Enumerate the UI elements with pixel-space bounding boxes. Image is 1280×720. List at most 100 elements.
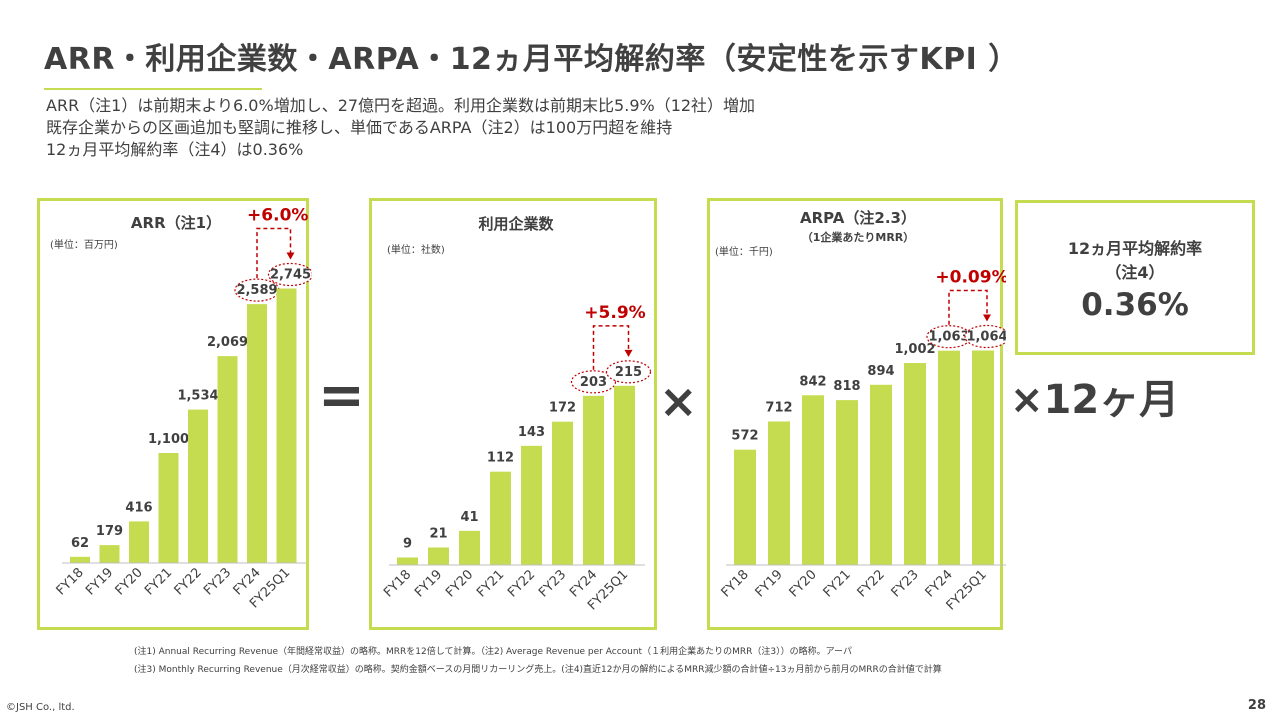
data-label: 21 bbox=[429, 527, 447, 542]
growth-bracket bbox=[948, 289, 988, 325]
chart-svg: ARPA（注2.3） （1企業あたりMRR） (単位：千円) 572 FY18 712 FY… bbox=[715, 209, 1006, 614]
data-label: 112 bbox=[487, 451, 514, 466]
tick-label: FY18 bbox=[381, 567, 414, 600]
data-label: 2,589 bbox=[236, 283, 277, 298]
times-operator: × bbox=[659, 374, 698, 428]
bar bbox=[972, 350, 994, 565]
tick-label: FY20 bbox=[113, 565, 146, 598]
tick-label: FY21 bbox=[821, 567, 854, 600]
tick-label: FY23 bbox=[536, 567, 569, 600]
tick-label: FY19 bbox=[753, 567, 786, 600]
highlight-ring bbox=[964, 324, 1006, 349]
copyright: ©JSH Co., ltd. bbox=[6, 702, 75, 713]
growth-label: +0.09% bbox=[935, 267, 1006, 287]
data-label: 2,069 bbox=[207, 335, 248, 350]
bar bbox=[99, 545, 120, 563]
data-label: 1,534 bbox=[177, 389, 218, 404]
summary-line: 12ヵ月平均解約率（注4）は0.36% bbox=[46, 140, 304, 159]
bar bbox=[428, 547, 449, 565]
tick-label: FY18 bbox=[54, 565, 87, 598]
kpi-note: （注4） bbox=[1105, 263, 1165, 282]
data-label: 842 bbox=[799, 374, 826, 389]
bar bbox=[276, 288, 297, 563]
bar bbox=[904, 362, 926, 565]
bar bbox=[734, 449, 756, 565]
bar bbox=[870, 384, 892, 565]
bar bbox=[938, 350, 960, 565]
bar bbox=[217, 356, 238, 563]
tick-label: FY22 bbox=[855, 567, 888, 600]
bar bbox=[158, 453, 179, 563]
footnote: (注3) Monthly Recurring Revenue（月次経常収益）の略… bbox=[134, 665, 942, 675]
churn-rate-kpi-box: 12ヵ月平均解約率 （注4） 0.36% bbox=[1015, 200, 1255, 355]
chart-subtitle: （1企業あたりMRR） bbox=[802, 230, 915, 244]
companies-chart-panel: 利用企業数 (単位：社数) 9 FY18 21 FY19 41 FY20 112 FY21 143 F… bbox=[369, 198, 657, 630]
data-label: 416 bbox=[125, 500, 152, 515]
tick-label: FY22 bbox=[505, 567, 538, 600]
summary-line: 既存企業からの区画追加も堅調に推移し、単価であるARPA（注2）は100万円超を… bbox=[46, 118, 673, 137]
tick-label: FY23 bbox=[201, 565, 234, 598]
bar bbox=[768, 421, 790, 565]
highlight-ring bbox=[267, 262, 312, 287]
chart-unit: (単位：百万円) bbox=[50, 238, 118, 251]
tick-label: FY19 bbox=[83, 565, 116, 598]
growth-label: +6.0% bbox=[247, 206, 308, 226]
growth-bracket bbox=[592, 325, 630, 370]
bar bbox=[70, 556, 90, 563]
data-label: 572 bbox=[731, 429, 758, 444]
chart-svg: 利用企業数 (単位：社数) 9 FY18 21 FY19 41 FY20 112 FY21 143 F… bbox=[381, 215, 652, 614]
bar bbox=[802, 395, 824, 565]
data-label: 179 bbox=[96, 524, 123, 539]
summary-line: ARR（注1）は前期末より6.0%増加し、27億円を超過。利用企業数は前期末比5… bbox=[46, 96, 756, 115]
page-number: 28 bbox=[1247, 698, 1266, 713]
title-underline bbox=[44, 88, 262, 90]
bar bbox=[188, 409, 208, 563]
data-label: 62 bbox=[71, 536, 89, 551]
data-label: 894 bbox=[867, 364, 894, 379]
footnote: (注1) Annual Recurring Revenue（年間経常収益）の略称… bbox=[134, 647, 852, 657]
chart-title: 利用企業数 bbox=[478, 215, 554, 233]
chart-unit: (単位：社数) bbox=[387, 243, 445, 256]
arpa-chart-panel: ARPA（注2.3） （1企業あたりMRR） (単位：千円) 572 FY18 712 FY… bbox=[707, 198, 1006, 630]
equals-operator: = bbox=[318, 363, 365, 428]
bar bbox=[614, 385, 635, 565]
chart-unit: (単位：千円) bbox=[715, 245, 773, 258]
bar bbox=[552, 421, 573, 565]
highlight-ring bbox=[605, 360, 652, 384]
kpi-value: 0.36% bbox=[1081, 287, 1189, 323]
growth-arrow bbox=[624, 349, 633, 357]
summary-text: ARR（注1）は前期末より6.0%増加し、27億円を超過。利用企業数は前期末比5… bbox=[46, 95, 755, 161]
bar bbox=[490, 471, 511, 565]
bar bbox=[397, 557, 418, 565]
data-label: 1,063 bbox=[928, 330, 969, 345]
tick-label: FY19 bbox=[412, 567, 445, 600]
data-label: 41 bbox=[460, 510, 478, 525]
growth-label: +5.9% bbox=[584, 303, 645, 323]
data-label: 9 bbox=[403, 537, 412, 552]
bar bbox=[247, 304, 267, 563]
footnotes: (注1) Annual Recurring Revenue（年間経常収益）の略称… bbox=[134, 643, 942, 679]
bar bbox=[583, 395, 604, 565]
page-title: ARR・利用企業数・ARPA・12ヵ月平均解約率（安定性を示すKPI ） bbox=[44, 42, 1019, 77]
growth-arrow bbox=[983, 314, 991, 322]
tick-label: FY23 bbox=[889, 567, 922, 600]
tick-label: FY20 bbox=[443, 567, 476, 600]
times-12-months-operator: ×12ヶ月 bbox=[1010, 377, 1180, 423]
bar bbox=[836, 400, 858, 565]
data-label: 818 bbox=[833, 379, 860, 394]
data-label: 1,100 bbox=[148, 432, 189, 447]
kpi-title: 12ヵ月平均解約率 bbox=[1067, 239, 1203, 258]
bar bbox=[459, 530, 480, 565]
data-label: 215 bbox=[615, 365, 642, 380]
tick-label: FY18 bbox=[719, 567, 752, 600]
data-label: 203 bbox=[580, 375, 607, 390]
highlight-ring bbox=[570, 370, 617, 394]
tick-label: FY21 bbox=[474, 567, 507, 600]
data-label: 1,002 bbox=[894, 342, 935, 357]
growth-arrow bbox=[286, 252, 295, 260]
data-label: 2,745 bbox=[270, 268, 311, 283]
tick-label: FY20 bbox=[787, 567, 820, 600]
bar bbox=[521, 445, 542, 565]
tick-label: FY22 bbox=[172, 565, 205, 598]
arr-chart-panel: ARR（注1） (単位：百万円) 62 FY18 179 FY19 416 FY20 1,100… bbox=[37, 198, 312, 630]
